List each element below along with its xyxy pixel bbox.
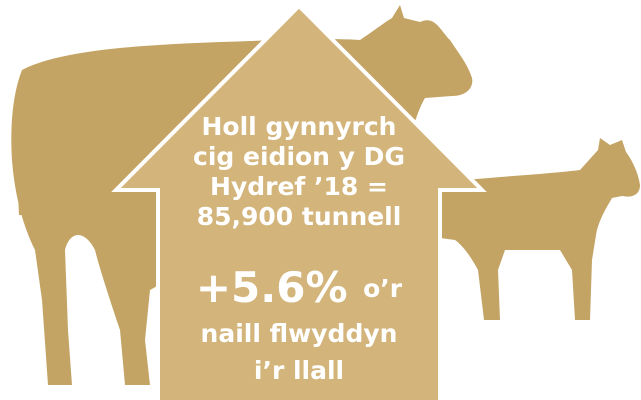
headline-line: cig eidion y DG: [193, 142, 405, 171]
change-line: i’r llall: [254, 356, 344, 385]
change-suffix: o’r: [363, 274, 403, 303]
change-text: +5.6% o’r: [196, 263, 403, 312]
change-value: +5.6%: [196, 263, 348, 312]
headline-line: 85,900 tunnell: [197, 202, 402, 231]
arrow: [111, 3, 487, 400]
cow-tail: [16, 89, 25, 216]
change-line: naill flwyddyn: [201, 319, 398, 348]
headline-line: Hydref ’18 =: [210, 172, 388, 201]
headline-line: Holl gynnyrch: [202, 112, 397, 141]
